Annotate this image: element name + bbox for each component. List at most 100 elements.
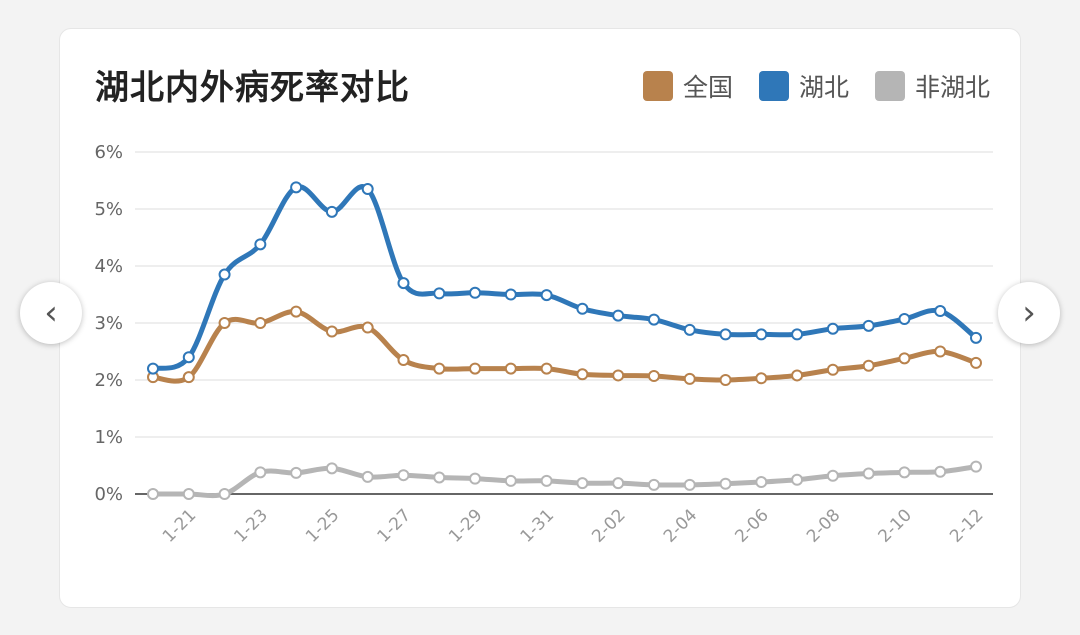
x-tick-label: 1-23 (230, 505, 271, 546)
data-point-non-hubei (934, 465, 947, 478)
data-point-national (254, 317, 267, 329)
data-point-hubei (576, 302, 589, 315)
data-point-national (397, 354, 410, 367)
legend-label-non-hubei: 非湖北 (914, 73, 990, 102)
data-point-non-hubei (361, 470, 374, 483)
next-chevron-button[interactable]: › (998, 282, 1060, 344)
data-point-non-hubei (469, 472, 482, 485)
data-point-national (970, 356, 982, 369)
chart-card (59, 28, 1021, 608)
data-point-hubei (612, 309, 625, 322)
data-point-national (361, 321, 374, 334)
data-point-hubei (791, 328, 804, 341)
data-point-non-hubei (826, 469, 839, 482)
data-point-non-hubei (290, 466, 303, 479)
data-point-hubei (433, 287, 446, 300)
data-point-national (290, 305, 303, 318)
data-point-hubei (755, 328, 768, 341)
data-point-national (325, 325, 338, 338)
data-point-national (791, 369, 804, 382)
data-point-national (862, 359, 875, 372)
data-point-national (433, 362, 446, 375)
data-point-non-hubei (683, 478, 696, 491)
data-point-national (755, 372, 768, 385)
x-tick-label: 2-10 (875, 505, 916, 546)
data-point-hubei (719, 328, 732, 341)
data-point-national (898, 352, 911, 365)
y-tick-label: 4% (94, 256, 123, 277)
chart-title: 湖北内外病死率对比 (95, 68, 410, 108)
data-point-hubei (182, 351, 195, 364)
series-line-national (150, 309, 979, 384)
series-line-hubei (150, 184, 979, 372)
data-point-non-hubei (397, 469, 410, 482)
data-point-national (647, 370, 660, 383)
data-point-hubei (325, 205, 338, 218)
data-point-hubei (254, 238, 267, 251)
data-point-non-hubei (218, 488, 231, 500)
prev-chevron-button[interactable]: ‹ (20, 282, 82, 344)
legend-item-national[interactable]: 全国 (642, 68, 733, 104)
data-point-hubei (361, 183, 374, 196)
data-point-national (612, 369, 625, 382)
y-tick-label: 5% (94, 199, 123, 220)
data-point-national (540, 362, 553, 375)
legend-swatch-non-hubei (874, 71, 905, 101)
data-point-national (182, 371, 195, 384)
data-point-hubei (469, 286, 482, 299)
data-point-non-hubei (182, 488, 195, 500)
data-point-national (934, 345, 947, 358)
data-point-national (469, 362, 482, 375)
y-tick-label: 0% (94, 484, 123, 505)
data-point-non-hubei (862, 467, 875, 480)
data-point-national (826, 363, 839, 376)
legend-label-hubei: 湖北 (798, 73, 849, 102)
x-tick-label: 2-08 (803, 505, 844, 546)
data-point-non-hubei (576, 477, 589, 490)
data-point-non-hubei (898, 466, 911, 479)
y-tick-label: 1% (94, 427, 123, 448)
data-point-non-hubei (719, 477, 732, 490)
series-line-non-hubei (150, 464, 979, 499)
data-point-non-hubei (612, 477, 625, 490)
data-point-national (218, 317, 231, 329)
legend-item-hubei[interactable]: 湖北 (758, 68, 849, 104)
x-tick-label: 2-02 (588, 505, 629, 546)
data-point-hubei (504, 288, 517, 301)
data-point-non-hubei (970, 460, 982, 473)
data-point-national (683, 372, 696, 385)
data-point-non-hubei (325, 462, 338, 475)
data-point-hubei (540, 289, 553, 302)
x-tick-label: 2-06 (731, 505, 772, 546)
data-point-hubei (934, 305, 947, 318)
data-point-non-hubei (647, 478, 660, 491)
x-tick-label: 1-27 (374, 505, 415, 546)
data-point-non-hubei (504, 474, 517, 487)
data-point-national (576, 368, 589, 381)
data-point-non-hubei (254, 466, 267, 479)
y-tick-label: 3% (94, 313, 123, 334)
chevron-left-icon: ‹ (44, 293, 58, 333)
data-point-hubei (218, 268, 231, 281)
data-point-hubei (826, 322, 839, 335)
x-tick-label: 2-12 (946, 505, 987, 546)
chevron-right-icon: › (1022, 293, 1036, 333)
x-tick-label: 1-25 (302, 505, 343, 546)
data-point-national (504, 362, 517, 375)
data-point-non-hubei (147, 488, 159, 500)
y-tick-label: 2% (94, 370, 123, 391)
data-point-national (719, 374, 732, 386)
legend-label-national: 全国 (682, 73, 733, 102)
x-tick-label: 1-31 (517, 505, 558, 546)
legend-swatch-national (642, 71, 673, 101)
data-point-non-hubei (433, 471, 446, 484)
data-point-non-hubei (540, 474, 553, 487)
x-tick-label: 1-21 (159, 505, 200, 546)
legend-swatch-hubei (758, 71, 789, 101)
data-point-hubei (647, 313, 660, 326)
data-point-hubei (862, 319, 875, 332)
y-tick-label: 6% (94, 142, 123, 163)
legend-item-non-hubei[interactable]: 非湖北 (874, 68, 990, 104)
data-point-non-hubei (791, 473, 804, 486)
